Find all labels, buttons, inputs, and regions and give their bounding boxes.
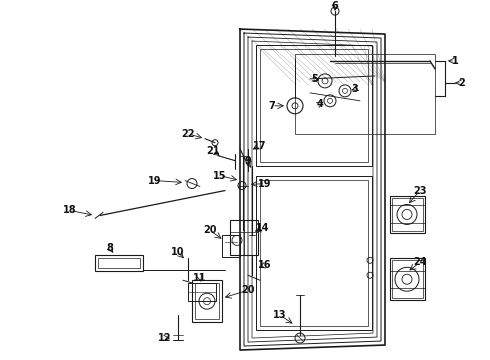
Text: 16: 16 xyxy=(258,260,272,270)
Text: 8: 8 xyxy=(106,243,114,253)
Bar xyxy=(260,180,368,326)
Bar xyxy=(188,283,216,301)
Text: 20: 20 xyxy=(203,225,217,235)
Text: 19: 19 xyxy=(258,179,272,189)
Text: 10: 10 xyxy=(171,247,185,257)
Text: 2: 2 xyxy=(459,78,466,88)
Text: 5: 5 xyxy=(312,74,318,84)
Bar xyxy=(98,258,140,268)
Text: 11: 11 xyxy=(193,273,207,283)
Text: 14: 14 xyxy=(256,224,270,233)
Bar xyxy=(95,255,143,271)
Text: 12: 12 xyxy=(158,333,172,343)
Text: 24: 24 xyxy=(413,257,427,267)
Bar xyxy=(260,49,368,162)
Bar xyxy=(256,176,372,330)
Text: 23: 23 xyxy=(413,185,427,195)
Bar xyxy=(230,220,258,255)
Bar xyxy=(222,235,240,257)
Text: 13: 13 xyxy=(273,310,287,320)
Text: 20: 20 xyxy=(241,285,255,295)
Bar xyxy=(192,280,222,322)
Text: 17: 17 xyxy=(253,141,267,151)
Text: 6: 6 xyxy=(332,1,339,11)
Text: 15: 15 xyxy=(213,171,227,181)
Bar xyxy=(195,283,219,319)
Bar xyxy=(392,198,423,231)
Bar xyxy=(256,45,372,166)
Text: 1: 1 xyxy=(452,56,458,66)
Bar xyxy=(390,195,425,233)
Bar xyxy=(392,260,423,298)
Text: 3: 3 xyxy=(352,84,358,94)
Bar xyxy=(390,258,425,300)
Text: 7: 7 xyxy=(269,101,275,111)
Text: 4: 4 xyxy=(317,99,323,109)
Text: 18: 18 xyxy=(63,206,77,216)
Text: 22: 22 xyxy=(181,129,195,139)
Text: 9: 9 xyxy=(245,156,251,166)
Text: 19: 19 xyxy=(148,176,162,185)
Bar xyxy=(295,54,435,134)
Text: 21: 21 xyxy=(206,146,220,156)
